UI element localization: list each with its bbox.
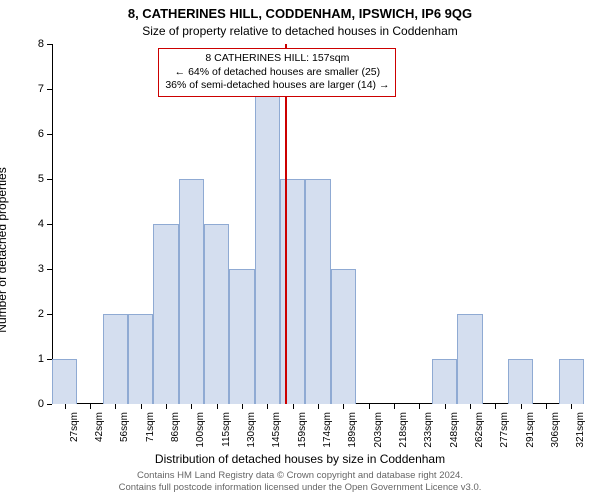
histogram-bar bbox=[305, 179, 330, 404]
xtick-mark bbox=[141, 404, 142, 409]
annotation-box: 8 CATHERINES HILL: 157sqm ← 64% of detach… bbox=[158, 48, 396, 97]
histogram-bar bbox=[179, 179, 204, 404]
xtick-label: 174sqm bbox=[322, 412, 333, 448]
ytick-label: 4 bbox=[24, 218, 44, 230]
ytick-mark bbox=[47, 224, 52, 225]
xtick-mark bbox=[191, 404, 192, 409]
xtick-label: 159sqm bbox=[297, 412, 308, 448]
ytick-label: 5 bbox=[24, 173, 44, 185]
ytick-mark bbox=[47, 134, 52, 135]
ytick-label: 0 bbox=[24, 398, 44, 410]
histogram-bar bbox=[204, 224, 229, 404]
xtick-mark bbox=[546, 404, 547, 409]
histogram-bar bbox=[457, 314, 482, 404]
chart-subtitle: Size of property relative to detached ho… bbox=[0, 24, 600, 38]
histogram-bar bbox=[128, 314, 153, 404]
xtick-label: 321sqm bbox=[575, 412, 586, 448]
ytick-label: 6 bbox=[24, 128, 44, 140]
xtick-mark bbox=[521, 404, 522, 409]
xtick-mark bbox=[419, 404, 420, 409]
y-axis-label: Number of detached properties bbox=[0, 85, 9, 250]
xtick-label: 145sqm bbox=[271, 412, 282, 448]
plot-area: 01234567827sqm42sqm56sqm71sqm86sqm100sqm… bbox=[52, 44, 584, 404]
xtick-mark bbox=[267, 404, 268, 409]
footer-attribution: Contains HM Land Registry data © Crown c… bbox=[0, 470, 600, 494]
xtick-mark bbox=[90, 404, 91, 409]
ytick-mark bbox=[47, 269, 52, 270]
xtick-label: 291sqm bbox=[525, 412, 536, 448]
xtick-mark bbox=[115, 404, 116, 409]
xtick-mark bbox=[571, 404, 572, 409]
marker-line bbox=[285, 44, 287, 404]
xtick-label: 262sqm bbox=[474, 412, 485, 448]
xtick-label: 233sqm bbox=[423, 412, 434, 448]
xtick-label: 277sqm bbox=[499, 412, 510, 448]
xtick-label: 42sqm bbox=[94, 412, 105, 442]
xtick-mark bbox=[394, 404, 395, 409]
xtick-label: 71sqm bbox=[145, 412, 156, 442]
chart-container: 8, CATHERINES HILL, CODDENHAM, IPSWICH, … bbox=[0, 0, 600, 500]
ytick-mark bbox=[47, 89, 52, 90]
xtick-mark bbox=[318, 404, 319, 409]
xtick-mark bbox=[293, 404, 294, 409]
histogram-bar bbox=[103, 314, 128, 404]
x-axis-label: Distribution of detached houses by size … bbox=[0, 452, 600, 466]
xtick-mark bbox=[495, 404, 496, 409]
xtick-label: 27sqm bbox=[69, 412, 80, 442]
histogram-bar bbox=[559, 359, 584, 404]
histogram-bar bbox=[508, 359, 533, 404]
histogram-bar bbox=[331, 269, 356, 404]
ytick-mark bbox=[47, 404, 52, 405]
footer-line1: Contains HM Land Registry data © Crown c… bbox=[137, 470, 463, 481]
histogram-bar bbox=[153, 224, 178, 404]
xtick-label: 130sqm bbox=[246, 412, 257, 448]
chart-title: 8, CATHERINES HILL, CODDENHAM, IPSWICH, … bbox=[0, 6, 600, 21]
ytick-label: 7 bbox=[24, 83, 44, 95]
ytick-label: 3 bbox=[24, 263, 44, 275]
annotation-line2: ← 64% of detached houses are smaller (25… bbox=[165, 66, 389, 80]
annotation-line3: 36% of semi-detached houses are larger (… bbox=[165, 79, 389, 93]
xtick-label: 115sqm bbox=[221, 412, 232, 447]
xtick-label: 306sqm bbox=[550, 412, 561, 448]
ytick-mark bbox=[47, 314, 52, 315]
histogram-bar bbox=[255, 89, 280, 404]
histogram-bar bbox=[52, 359, 77, 404]
xtick-mark bbox=[166, 404, 167, 409]
ytick-label: 1 bbox=[24, 353, 44, 365]
histogram-bar bbox=[229, 269, 254, 404]
y-axis-line bbox=[52, 44, 53, 404]
xtick-mark bbox=[369, 404, 370, 409]
xtick-mark bbox=[343, 404, 344, 409]
xtick-mark bbox=[217, 404, 218, 409]
ytick-label: 2 bbox=[24, 308, 44, 320]
xtick-mark bbox=[445, 404, 446, 409]
xtick-label: 100sqm bbox=[195, 412, 206, 448]
xtick-mark bbox=[470, 404, 471, 409]
ytick-mark bbox=[47, 44, 52, 45]
xtick-label: 56sqm bbox=[119, 412, 130, 442]
xtick-label: 218sqm bbox=[398, 412, 409, 448]
annotation-line1: 8 CATHERINES HILL: 157sqm bbox=[205, 52, 349, 64]
footer-line2: Contains full postcode information licen… bbox=[119, 482, 482, 493]
xtick-label: 248sqm bbox=[449, 412, 460, 448]
ytick-mark bbox=[47, 179, 52, 180]
xtick-label: 189sqm bbox=[347, 412, 358, 448]
histogram-bar bbox=[280, 179, 305, 404]
xtick-label: 203sqm bbox=[373, 412, 384, 448]
xtick-label: 86sqm bbox=[170, 412, 181, 442]
xtick-mark bbox=[65, 404, 66, 409]
histogram-bar bbox=[432, 359, 457, 404]
xtick-mark bbox=[242, 404, 243, 409]
ytick-label: 8 bbox=[24, 38, 44, 50]
